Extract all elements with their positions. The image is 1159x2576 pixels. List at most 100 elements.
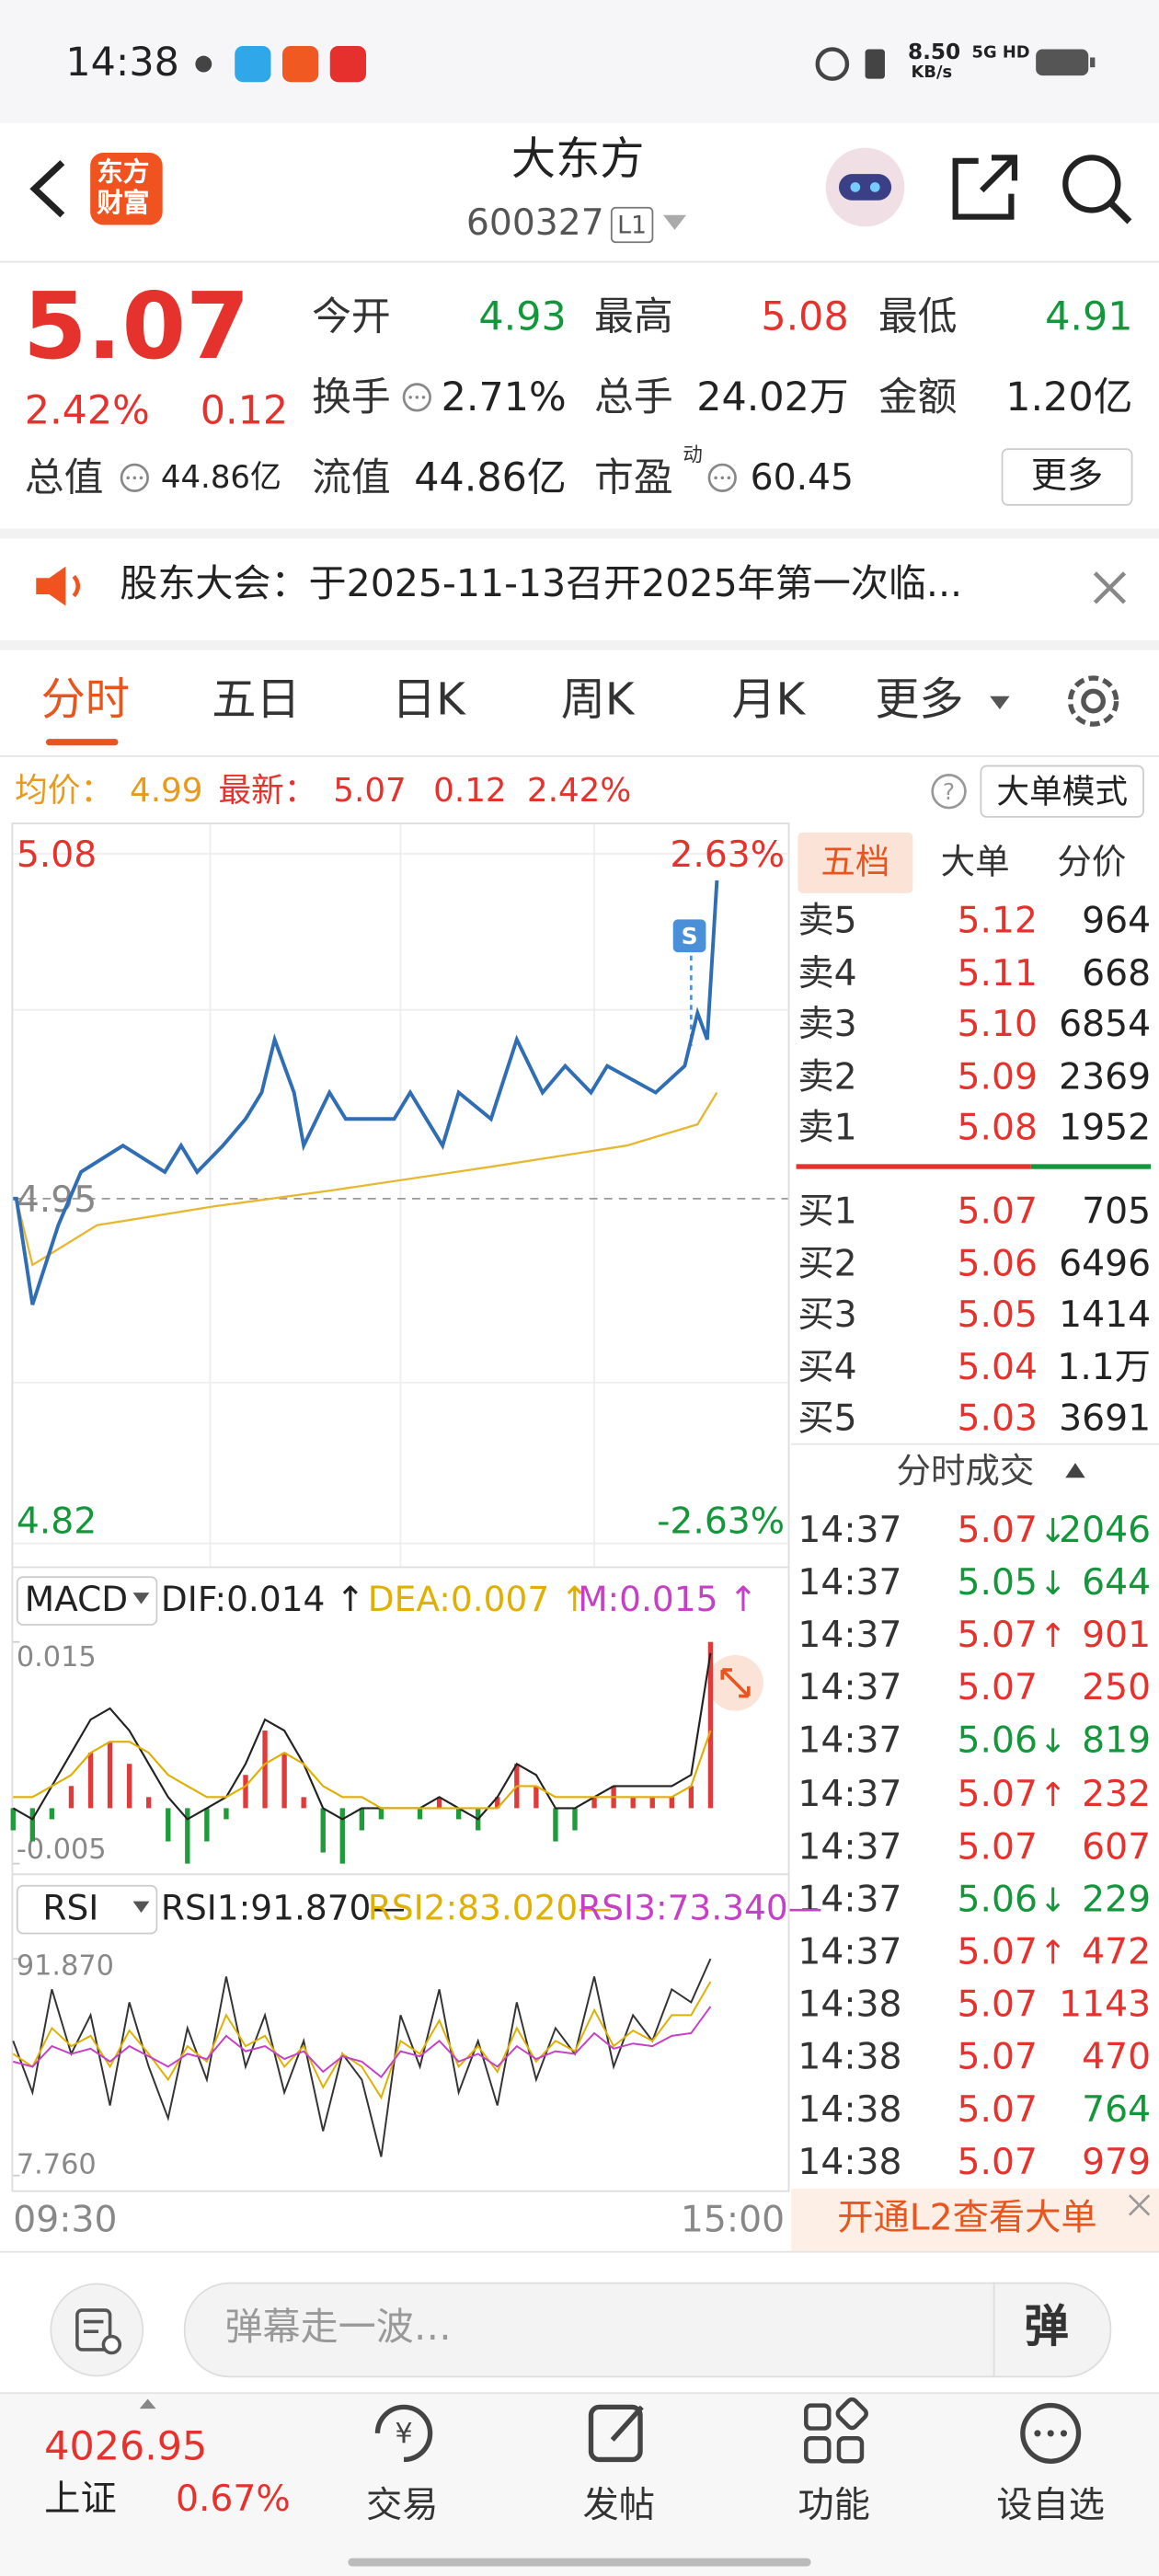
macd-bar: [281, 1753, 287, 1809]
rsi-label: RSI: [42, 1888, 99, 1928]
macd-bar: [49, 1808, 55, 1820]
trade-price: 5.07: [957, 1774, 1038, 1815]
field-label: 今开: [312, 293, 391, 340]
signal-marker[interactable]: [672, 919, 706, 953]
macd-bar: [87, 1753, 94, 1809]
notice-text[interactable]: 股东大会：于2025-11-13召开2025年第一次临...: [120, 563, 963, 606]
book-volume: 705: [1082, 1191, 1152, 1234]
tab[interactable]: 更多: [875, 674, 964, 726]
y-tick-label: 7.760: [17, 2149, 97, 2181]
settings-button[interactable]: [1062, 670, 1125, 732]
tab[interactable]: 五日: [212, 674, 301, 726]
net-unit: KB/s: [911, 63, 953, 83]
input-placeholder: 弹幕走一波…: [224, 2306, 452, 2350]
nav-label[interactable]: 发帖: [582, 2486, 656, 2527]
status-icons-right: [815, 47, 885, 81]
gap: [0, 528, 1159, 539]
order-book-tab[interactable]: 五档: [820, 842, 890, 882]
book-volume: 668: [1082, 953, 1152, 995]
tab[interactable]: 月K: [731, 674, 806, 726]
more-button[interactable]: 更多: [1001, 448, 1133, 506]
help-icon[interactable]: ?: [929, 772, 969, 811]
stock-name: 大东方: [511, 134, 645, 186]
speaker-icon: [36, 566, 80, 606]
book-volume: 3691: [1059, 1398, 1152, 1441]
trade-volume: 250: [1082, 1668, 1152, 1710]
bid-bar: [1030, 1164, 1152, 1169]
book-price: 5.03: [957, 1398, 1038, 1441]
nav-label[interactable]: 设自选: [996, 2486, 1106, 2527]
close-notice[interactable]: [1092, 569, 1128, 605]
dropdown-icon[interactable]: [661, 213, 688, 233]
book-volume: 2369: [1059, 1056, 1152, 1098]
nav-label[interactable]: 交易: [365, 2486, 439, 2527]
trade-volume: 2046: [1059, 1510, 1152, 1552]
danmaku-input[interactable]: [183, 2282, 1112, 2378]
tab[interactable]: 周K: [560, 674, 635, 726]
trade-price: 5.05: [957, 1563, 1038, 1604]
dif-line: [12, 1652, 712, 1821]
banner-bg[interactable]: [791, 2189, 1159, 2251]
dif-label: DIF:0.014 ↑: [160, 1579, 365, 1619]
expand-icon[interactable]: [138, 2398, 157, 2410]
grid: [13, 823, 788, 1567]
bottom-nav: [0, 2392, 1159, 2576]
info-icon[interactable]: [400, 381, 433, 414]
order-book-tab[interactable]: 大单: [940, 842, 1010, 882]
field-label: 最高: [594, 293, 673, 340]
nav-label[interactable]: 功能: [798, 2486, 870, 2527]
macd-bar: [417, 1808, 423, 1820]
trade-time: 14:37: [798, 1721, 902, 1763]
banner-close[interactable]: [1126, 2192, 1153, 2219]
search-button[interactable]: [1059, 151, 1134, 226]
book-volume: 1952: [1059, 1108, 1152, 1150]
last-value: 5.07: [333, 770, 407, 810]
sort-icon[interactable]: [1063, 1460, 1086, 1479]
tab[interactable]: 日K: [391, 674, 465, 726]
trade-icon[interactable]: ¥: [368, 2398, 441, 2470]
svg-text:?: ?: [943, 778, 955, 805]
post-icon[interactable]: [583, 2398, 656, 2470]
macd-bar: [572, 1808, 578, 1831]
field-value: 5.08: [761, 293, 849, 340]
trade-time: 14:38: [798, 2143, 902, 2184]
index-value[interactable]: 4026.95: [44, 2423, 208, 2470]
book-label: 买2: [798, 1243, 857, 1285]
macd-bar: [68, 1786, 75, 1809]
banner-text[interactable]: 开通L2查看大单: [837, 2198, 1097, 2240]
info-icon[interactable]: [706, 462, 739, 495]
logo[interactable]: [90, 152, 163, 225]
macd-bar: [455, 1808, 462, 1820]
macd-bar: [107, 1742, 113, 1809]
intraday-chart: S 4.82 4.95 5.08 2.63% -2.63%: [13, 823, 788, 1567]
change-pct: 2.42%: [526, 770, 632, 810]
function-icon[interactable]: [798, 2397, 870, 2470]
share-button[interactable]: [949, 151, 1022, 224]
order-book-tab[interactable]: 分价: [1057, 842, 1127, 882]
info-icon[interactable]: [118, 462, 151, 495]
divider: [0, 2250, 1159, 2253]
back-button[interactable]: [27, 157, 73, 220]
trade-price: 5.06: [957, 1721, 1038, 1763]
dropdown-icon[interactable]: [987, 693, 1014, 712]
trade-price: 5.07: [957, 2090, 1038, 2132]
level-badge: L1: [610, 206, 654, 244]
trade-volume: 232: [1082, 1774, 1152, 1815]
tab-indicator: [45, 739, 119, 746]
field-label: 最低: [878, 293, 958, 340]
field-value: 1.20亿: [1005, 374, 1133, 420]
macd-bar: [166, 1808, 171, 1842]
danmaku-settings[interactable]: [50, 2283, 145, 2378]
trade-arrow: ↓: [1039, 1510, 1067, 1550]
watchlist-icon[interactable]: [1015, 2398, 1087, 2470]
rsi-selector[interactable]: [16, 1884, 158, 1935]
trade-arrow: ↑: [1039, 1932, 1067, 1972]
tab[interactable]: 分时: [40, 674, 130, 726]
assistant-icon[interactable]: [824, 146, 906, 228]
macd-selector[interactable]: [16, 1576, 158, 1626]
send-button[interactable]: 弹: [1024, 2302, 1069, 2353]
trade-time: 14:37: [798, 1932, 902, 1973]
big-order-mode[interactable]: 大单模式: [980, 765, 1144, 818]
macd-bar: [243, 1775, 248, 1809]
field-label: 总值: [24, 454, 104, 501]
